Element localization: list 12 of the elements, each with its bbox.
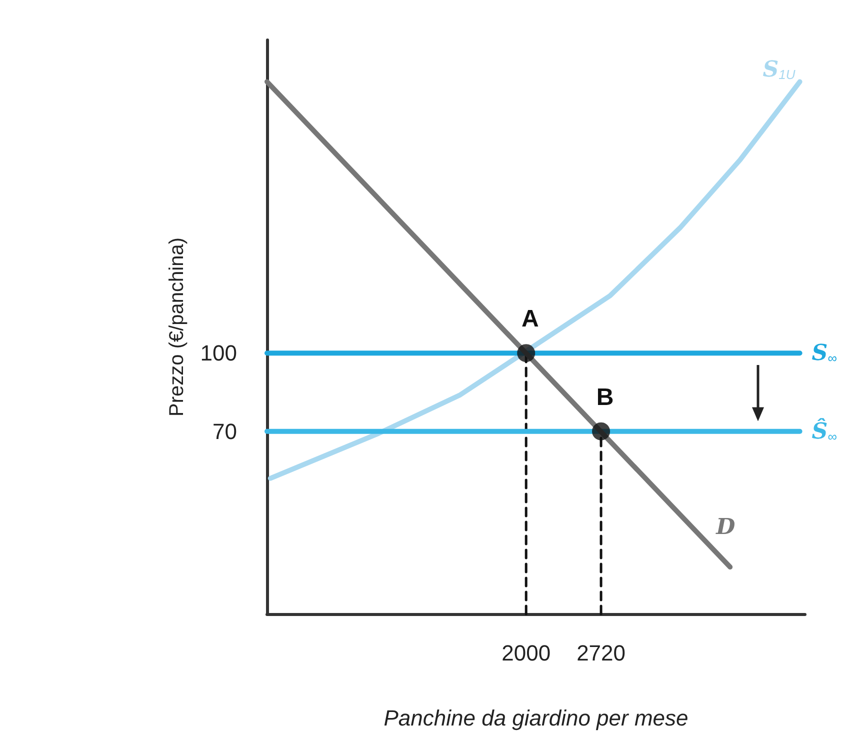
annotation: B [596,384,614,411]
annotation: A [521,306,539,333]
x-tick-label: 2720 [576,640,626,666]
x-axis-title: Panchine da giardino per mese [384,706,688,730]
series-label: D [715,514,736,540]
x-tick-label: 2000 [502,640,551,666]
y-tick-label: 100 [200,340,237,366]
series-label: S∞ [812,340,837,366]
series-label: S1U [762,56,796,83]
y-axis-title: Prezzo (€/panchina) [166,238,188,416]
series-label: Ŝ∞ [812,417,837,444]
y-tick-label: 70 [212,418,237,444]
